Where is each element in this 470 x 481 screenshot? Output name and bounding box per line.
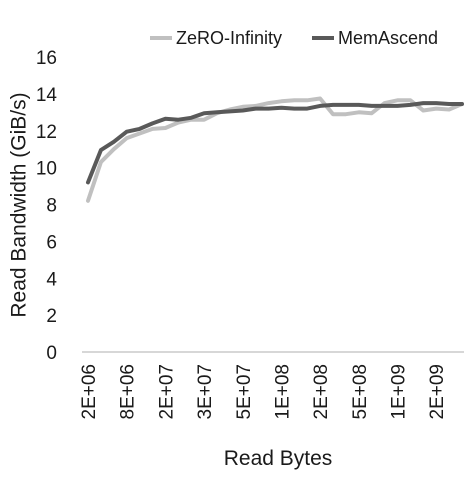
y-axis-title: Read Bandwidth (GiB/s) — [8, 92, 31, 317]
x-axis-title: Read Bytes — [224, 447, 333, 470]
legend-label-1: MemAscend — [338, 28, 438, 48]
y-tick-label: 6 — [46, 232, 57, 253]
y-tick-label: 14 — [36, 85, 58, 106]
x-tick-label: 5E+08 — [350, 364, 371, 419]
series-line-0 — [86, 96, 464, 203]
x-tick-label: 2E+06 — [79, 364, 100, 419]
y-axis-ticks: 0 2 4 6 8 10 12 14 16 — [36, 48, 58, 364]
x-tick-label: 5E+07 — [234, 364, 255, 419]
legend-label-0: ZeRO-Infinity — [176, 28, 282, 48]
y-tick-label: 12 — [36, 122, 57, 143]
x-tick-label: 2E+08 — [311, 364, 332, 419]
x-tick-label: 8E+06 — [118, 364, 139, 419]
y-tick-label: 10 — [36, 159, 57, 180]
y-tick-label: 2 — [46, 306, 57, 327]
x-tick-label: 2E+09 — [427, 364, 448, 419]
y-tick-label: 16 — [36, 48, 57, 69]
y-tick-label: 8 — [46, 196, 57, 217]
y-tick-label: 0 — [46, 343, 57, 364]
series-lines — [86, 96, 464, 203]
legend: ZeRO-Infinity MemAscend — [150, 28, 438, 48]
x-tick-label: 2E+07 — [156, 364, 177, 419]
x-tick-label: 1E+08 — [272, 364, 293, 419]
y-tick-label: 4 — [46, 269, 57, 290]
x-tick-label: 1E+09 — [389, 364, 410, 419]
x-tick-label: 3E+07 — [195, 364, 216, 419]
series-line-1 — [86, 101, 464, 185]
x-axis-ticks: 2E+06 8E+06 2E+07 3E+07 5E+07 1E+08 2E+08 5E+08… — [79, 364, 448, 419]
